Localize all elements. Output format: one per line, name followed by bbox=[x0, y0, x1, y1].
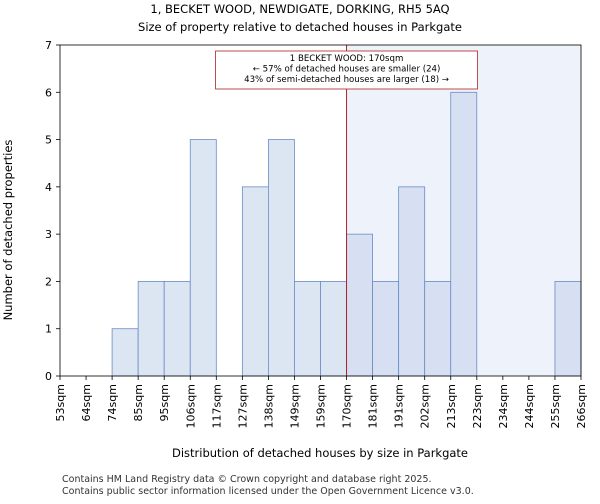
bar bbox=[163, 281, 191, 377]
chart-title: 1, BECKET WOOD, NEWDIGATE, DORKING, RH5 … bbox=[150, 2, 449, 16]
x-tick-label: 127sqm bbox=[236, 384, 249, 428]
annotation-box: 1 BECKET WOOD: 170sqm ← 57% of detached … bbox=[215, 50, 478, 90]
x-tick-label: 95sqm bbox=[158, 384, 171, 421]
x-tick-label: 234sqm bbox=[497, 384, 510, 428]
x-tick-label: 64sqm bbox=[80, 384, 93, 421]
y-tick-label: 5 bbox=[45, 134, 52, 147]
y-axis-label: Number of detached properties bbox=[1, 140, 15, 321]
x-tick-label: 244sqm bbox=[523, 384, 536, 428]
x-axis-label: Distribution of detached houses by size … bbox=[172, 446, 468, 460]
y-tick-label: 0 bbox=[45, 370, 52, 383]
bar bbox=[372, 281, 400, 377]
annotation-rect bbox=[215, 50, 478, 90]
x-tick-label: 74sqm bbox=[106, 384, 119, 421]
x-tick-label: 213sqm bbox=[445, 384, 458, 428]
x-tick-label: 255sqm bbox=[549, 384, 562, 428]
chart-subtitle: Size of property relative to detached ho… bbox=[138, 20, 462, 34]
x-tick-label: 159sqm bbox=[315, 384, 328, 428]
bars-group bbox=[111, 91, 582, 377]
bar bbox=[241, 186, 269, 377]
x-tick-label: 223sqm bbox=[471, 384, 484, 428]
bar bbox=[189, 139, 217, 377]
plot-frame bbox=[59, 44, 582, 377]
x-tick-label: 181sqm bbox=[367, 384, 380, 428]
annotation-line-2: ← 57% of detached houses are smaller (24… bbox=[253, 65, 441, 75]
x-tick-label: 117sqm bbox=[210, 384, 223, 428]
x-tick-label: 85sqm bbox=[132, 384, 145, 421]
bar bbox=[554, 281, 582, 377]
y-tick-label: 4 bbox=[45, 181, 52, 194]
bar bbox=[450, 91, 478, 377]
bar bbox=[424, 281, 452, 377]
bar bbox=[294, 281, 321, 377]
y-tick-label: 7 bbox=[45, 39, 52, 52]
y-tick-label: 1 bbox=[45, 323, 52, 336]
x-tick-label: 170sqm bbox=[341, 384, 354, 428]
x-tick-label: 191sqm bbox=[393, 384, 406, 428]
footer-line-2: Contains public sector information licen… bbox=[62, 486, 474, 497]
x-tick-label: 149sqm bbox=[288, 384, 301, 428]
bar bbox=[320, 281, 347, 377]
bar bbox=[398, 186, 426, 377]
x-tick-label: 138sqm bbox=[262, 384, 275, 428]
y-tick-label: 6 bbox=[45, 86, 52, 99]
bar bbox=[111, 328, 139, 377]
x-tick-label: 202sqm bbox=[419, 384, 432, 428]
x-tick-label: 53sqm bbox=[54, 384, 67, 421]
x-tick-label: 266sqm bbox=[575, 384, 588, 428]
footer-line-1: Contains HM Land Registry data © Crown c… bbox=[62, 474, 432, 485]
y-axis: 0 1 2 3 4 5 6 7 bbox=[45, 39, 60, 383]
x-axis: 53sqm 64sqm 74sqm 85sqm 95sqm 106sqm 117sqm 127… bbox=[54, 376, 588, 428]
bar bbox=[267, 139, 295, 377]
bar bbox=[346, 233, 373, 377]
x-tick-label: 106sqm bbox=[184, 384, 197, 428]
annotation-line-3: 43% of semi-detached houses are larger (… bbox=[244, 75, 449, 85]
y-tick-label: 3 bbox=[45, 228, 52, 241]
annotation-line-1: 1 BECKET WOOD: 170sqm bbox=[290, 54, 404, 64]
y-tick-label: 2 bbox=[45, 275, 52, 288]
bar bbox=[137, 281, 165, 377]
